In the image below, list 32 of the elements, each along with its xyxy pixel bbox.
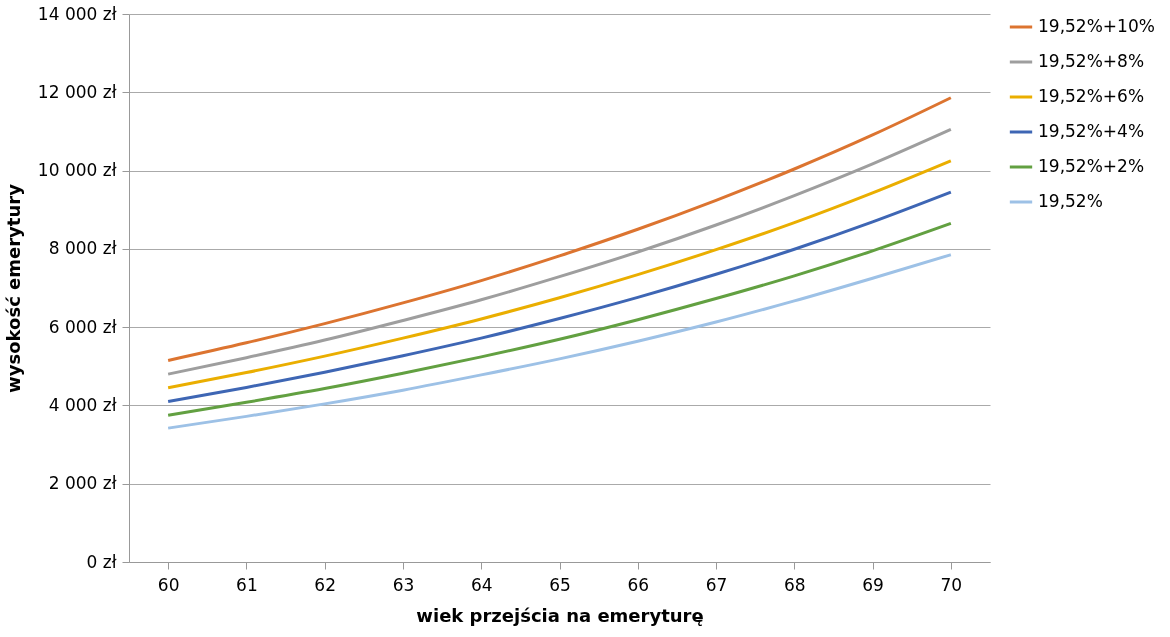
legend-label: 19,52% xyxy=(1038,191,1103,211)
x-tick-label: 65 xyxy=(549,574,571,595)
x-tick-label: 67 xyxy=(705,574,728,595)
legend-label: 19,52%+8% xyxy=(1038,51,1145,71)
x-tick-label: 61 xyxy=(236,574,258,595)
y-tick-label: 10 000 zł xyxy=(37,160,117,181)
x-tick-label: 63 xyxy=(392,574,415,595)
y-tick-label: 6 000 zł xyxy=(48,316,117,337)
y-axis-title: wysokość emerytury xyxy=(2,183,24,393)
x-tick-label: 62 xyxy=(314,574,336,595)
y-tick-label: 2 000 zł xyxy=(48,473,117,494)
line-series xyxy=(166,221,953,417)
x-tick-label: 64 xyxy=(470,574,493,595)
legend-label: 19,52%+10% xyxy=(1038,16,1155,36)
x-axis-title: wiek przejścia na emeryturę xyxy=(416,604,704,626)
legend-label: 19,52%+4% xyxy=(1038,121,1145,141)
line-series xyxy=(166,159,953,390)
x-tick-label: 66 xyxy=(627,574,650,595)
x-tick-label: 70 xyxy=(940,574,963,595)
line-series xyxy=(166,96,953,362)
y-tick-label: 8 000 zł xyxy=(48,238,117,259)
x-tick-label: 60 xyxy=(157,574,180,595)
y-tick-label: 14 000 zł xyxy=(37,3,117,24)
legend-label: 19,52%+6% xyxy=(1038,86,1145,106)
line-series xyxy=(166,253,953,430)
y-tick-label: 12 000 zł xyxy=(37,81,117,102)
x-tick-label: 68 xyxy=(784,574,806,595)
x-tick-label: 69 xyxy=(862,574,884,595)
legend-label: 19,52%+2% xyxy=(1038,156,1145,176)
y-tick-label: 0 zł xyxy=(86,551,117,572)
line-series xyxy=(166,190,953,404)
y-tick-label: 4 000 zł xyxy=(48,394,117,415)
